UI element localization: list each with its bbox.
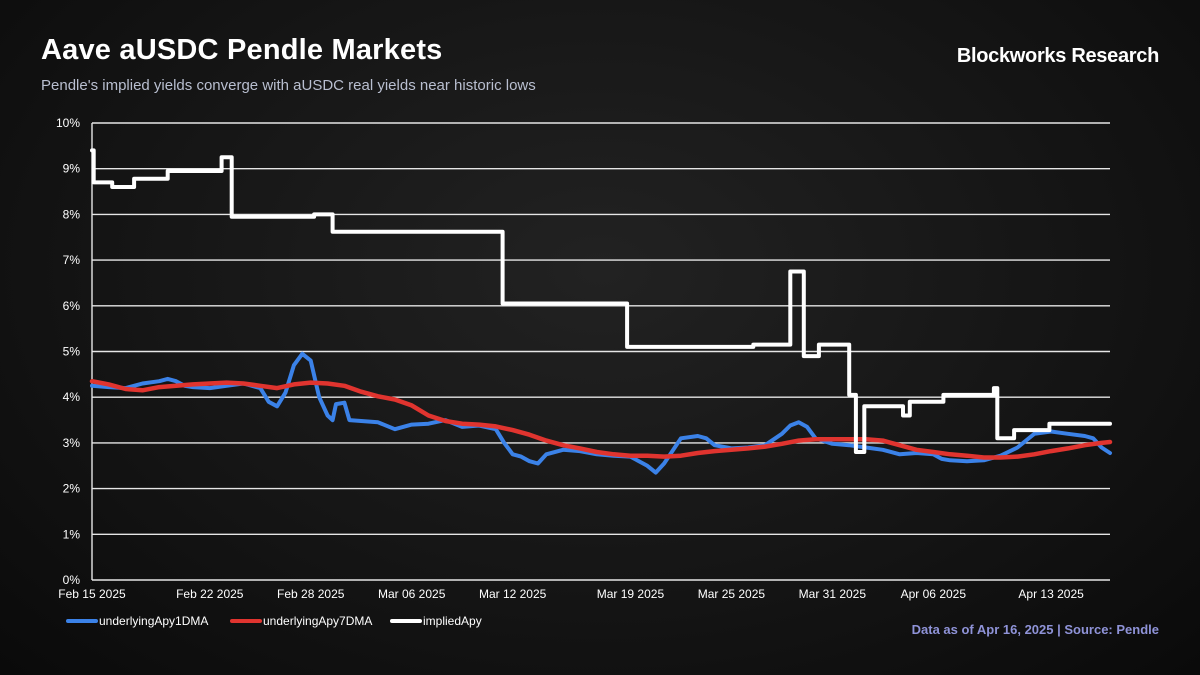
x-tick-label: Mar 25 2025	[698, 587, 766, 601]
x-tick-label: Mar 31 2025	[799, 587, 867, 601]
series-lines	[89, 148, 1113, 475]
y-tick-label: 1%	[63, 527, 81, 541]
source-note: Data as of Apr 16, 2025 | Source: Pendle	[911, 622, 1159, 637]
series-line-underlyingApy7DMA	[89, 378, 1113, 460]
y-tick-label: 5%	[63, 345, 81, 359]
y-tick-label: 7%	[63, 253, 81, 267]
legend-label-underlyingApy7DMA: underlyingApy7DMA	[263, 614, 372, 628]
x-tick-label: Apr 13 2025	[1018, 587, 1084, 601]
x-tick-label: Feb 15 2025	[58, 587, 126, 601]
y-tick-label: 3%	[63, 436, 81, 450]
legend-label-impliedApy: impliedApy	[423, 614, 482, 628]
y-tick-label: 2%	[63, 482, 81, 496]
legend: underlyingApy1DMA underlyingApy7DMA implie…	[66, 614, 482, 628]
y-tick-label: 9%	[63, 162, 81, 176]
x-tick-label: Mar 12 2025	[479, 587, 547, 601]
page-title: Aave aUSDC Pendle Markets	[41, 34, 443, 66]
x-tick-label: Mar 19 2025	[597, 587, 665, 601]
y-tick-label: 6%	[63, 299, 81, 313]
y-axis-tick-labels: 0% 1% 2% 3% 4% 5% 6% 7% 8% 9% 10%	[56, 116, 80, 587]
legend-label-underlyingApy1DMA: underlyingApy1DMA	[99, 614, 208, 628]
brand-logo: Blockworks Research	[956, 45, 1159, 67]
series-line-underlyingApy1DMA	[90, 351, 1112, 475]
y-tick-label: 8%	[63, 207, 81, 221]
y-tick-label: 4%	[63, 390, 81, 404]
y-tick-label: 10%	[56, 116, 80, 130]
x-tick-label: Feb 28 2025	[277, 587, 345, 601]
x-tick-label: Apr 06 2025	[901, 587, 967, 601]
y-tick-label: 0%	[63, 573, 81, 587]
page-subtitle: Pendle's implied yields converge with aU…	[41, 77, 536, 94]
grid-lines	[91, 122, 1110, 581]
x-axis-tick-labels: Feb 15 2025 Feb 22 2025 Feb 28 2025 Mar 06 …	[58, 587, 1084, 601]
x-tick-label: Feb 22 2025	[176, 587, 244, 601]
x-tick-label: Mar 06 2025	[378, 587, 446, 601]
series-line-impliedApy	[90, 148, 1112, 454]
